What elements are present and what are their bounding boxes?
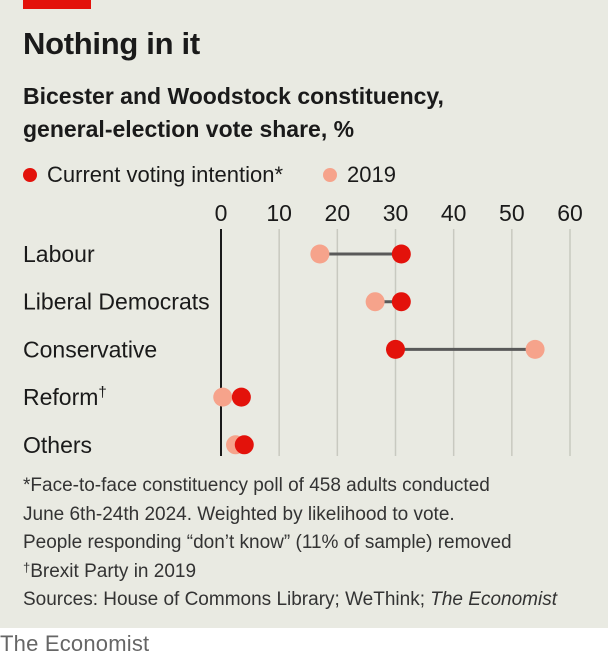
note-brexit: Brexit Party in 2019 (30, 560, 197, 582)
x-tick-label-60: 60 (557, 200, 583, 226)
dumbbell-chart: 0 10 20 30 40 50 60 Labour Liberal Democrats Cons… (23, 200, 583, 458)
brand-red-tab (23, 0, 91, 9)
x-tick-label-20: 20 (325, 200, 351, 226)
x-tick-label-10: 10 (266, 200, 292, 226)
chart-notes: *Face-to-face constituency poll of 458 a… (23, 472, 598, 615)
dot-current-labour (391, 244, 411, 264)
row-label-reform: Reform† (23, 384, 107, 410)
dot-prior-conservative (525, 339, 545, 359)
row-label-liberal-democrats: Liberal Democrats (23, 289, 210, 315)
dot-current-conservative (386, 339, 405, 359)
dot-current-others (234, 435, 254, 455)
x-tick-label-50: 50 (499, 200, 525, 226)
note-line-1: *Face-to-face constituency poll of 458 a… (23, 475, 490, 496)
legend-swatch-prior (323, 168, 338, 182)
sources-economist: The Economist (430, 589, 557, 610)
x-tick-label-40: 40 (441, 200, 467, 226)
chart-subtitle: Bicester and Woodstock constituency, gen… (23, 80, 583, 146)
footer-brand: The Economist (0, 631, 150, 656)
subtitle-line-1: Bicester and Woodstock constituency, (23, 83, 444, 109)
legend-item-current: Current voting intention* (23, 162, 283, 188)
row-label-conservative: Conservative (23, 336, 157, 362)
dot-prior-liberal-democrats (365, 292, 385, 312)
dot-prior-reform (213, 387, 233, 407)
subtitle-line-2: general-election vote share, % (23, 116, 355, 142)
note-line-3: People responding “don’t know” (11% of s… (23, 532, 512, 553)
row-label-others: Others (23, 432, 92, 458)
dot-current-liberal-democrats (391, 292, 411, 312)
x-tick-label-0: 0 (215, 200, 228, 226)
sources-line: Sources: House of Commons Library; WeThi… (23, 586, 598, 615)
dot-current-reform (231, 387, 251, 407)
legend-item-prior: 2019 (323, 162, 396, 188)
legend-swatch-current (23, 168, 37, 182)
dot-prior-labour (310, 244, 330, 264)
chart-title: Nothing in it (23, 26, 200, 61)
legend: Current voting intention* 2019 (23, 160, 396, 190)
sources-text: Sources: House of Commons Library; WeThi… (23, 589, 431, 610)
note-line-2: June 6th-24th 2024. Weighted by likeliho… (23, 503, 455, 525)
chart-card: Nothing in it Bicester and Woodstock con… (0, 0, 608, 628)
legend-label-prior: 2019 (347, 162, 396, 187)
dagger-mark: † (23, 559, 31, 575)
row-label-sup-reform: † (98, 384, 106, 401)
note-line-4: †Brexit Party in 2019 (23, 558, 598, 587)
legend-label-current: Current voting intention* (47, 162, 284, 187)
row-label-labour: Labour (23, 241, 95, 267)
x-tick-label-30: 30 (383, 200, 409, 226)
